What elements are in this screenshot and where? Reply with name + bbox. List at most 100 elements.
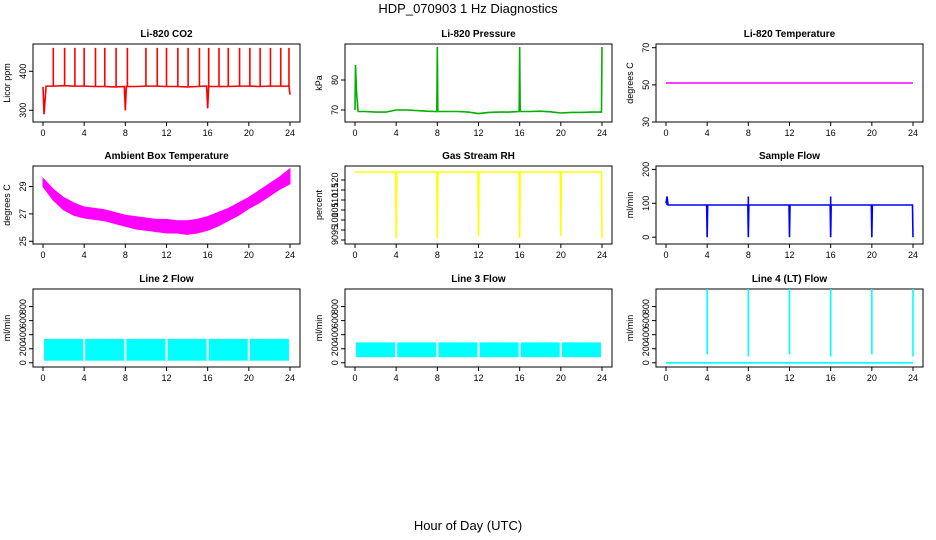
flow-segment xyxy=(44,338,84,361)
x-tick-label: 0 xyxy=(40,250,45,260)
x-tick-label: 0 xyxy=(352,373,357,383)
data-layer xyxy=(666,289,914,364)
y-tick-label: 0 xyxy=(18,360,28,365)
data-layer xyxy=(665,196,914,238)
figure-title: HDP_070903 1 Hz Diagnostics xyxy=(378,1,558,16)
panel-title: Line 2 Flow xyxy=(139,274,194,285)
x-tick-label: 20 xyxy=(867,128,877,138)
panel-title: Line 3 Flow xyxy=(451,274,506,285)
x-tick-label: 24 xyxy=(597,250,607,260)
flow-segment xyxy=(438,342,478,358)
y-tick-label: 110 xyxy=(330,193,340,207)
x-tick-label: 12 xyxy=(161,373,171,383)
x-tick-label: 24 xyxy=(908,250,918,260)
x-tick-label: 24 xyxy=(285,373,295,383)
x-tick-label: 20 xyxy=(244,250,254,260)
x-tick-label: 8 xyxy=(123,128,128,138)
y-tick-label: 30 xyxy=(641,117,651,127)
panel-title: Ambient Box Temperature xyxy=(104,151,229,162)
flow-segment xyxy=(479,342,519,358)
y-tick-label: 200 xyxy=(330,341,340,356)
x-tick-label: 16 xyxy=(826,128,836,138)
x-tick-label: 12 xyxy=(473,250,483,260)
x-tick-label: 4 xyxy=(82,128,87,138)
y-tick-label: 200 xyxy=(18,341,28,356)
panel-title: Gas Stream RH xyxy=(442,151,515,162)
y-tick-label: 200 xyxy=(641,341,651,356)
series-band xyxy=(42,167,291,235)
x-tick-label: 24 xyxy=(597,373,607,383)
x-tick-label: 12 xyxy=(784,250,794,260)
panel-4: Gas Stream RH percent 0 4 8 12 16 20 24 909510010… xyxy=(314,151,613,260)
x-tick-label: 8 xyxy=(746,373,751,383)
y-tick-label: 600 xyxy=(330,313,340,328)
x-tick-label: 4 xyxy=(705,128,710,138)
y-axis-label: percent xyxy=(314,189,324,220)
y-tick-label: 50 xyxy=(641,80,651,90)
x-tick-label: 16 xyxy=(203,373,213,383)
x-tick-label: 20 xyxy=(244,373,254,383)
x-tick-label: 16 xyxy=(515,128,525,138)
flow-segment xyxy=(126,338,166,361)
panel-3: Ambient Box Temperature degrees C 0 4 8 12 16 2… xyxy=(2,151,301,260)
flow-segment xyxy=(167,338,207,361)
y-tick-label: 100 xyxy=(641,196,651,211)
panel-0: Li-820 CO2 Licor ppm 0 4 8 12 16 20 24 300 400 xyxy=(2,29,301,138)
y-tick-label: 600 xyxy=(641,313,651,328)
x-tick-label: 8 xyxy=(435,128,440,138)
panel-1: Li-820 Pressure kPa 0 4 8 12 16 20 24 70 80 xyxy=(314,29,613,138)
y-axis-label: ml/min xyxy=(2,315,12,342)
panel-title: Li-820 Temperature xyxy=(744,29,836,40)
x-tick-label: 0 xyxy=(663,373,668,383)
x-tick-label: 0 xyxy=(663,128,668,138)
x-tick-label: 12 xyxy=(784,128,794,138)
y-axis-label: Licor ppm xyxy=(2,63,12,103)
x-tick-label: 24 xyxy=(597,128,607,138)
y-tick-label: 0 xyxy=(641,235,651,240)
y-axis-label: ml/min xyxy=(314,315,324,342)
x-tick-label: 12 xyxy=(161,128,171,138)
flow-segment xyxy=(208,338,248,361)
x-tick-label: 4 xyxy=(82,250,87,260)
y-tick-label: 400 xyxy=(641,327,651,342)
y-tick-label: 0 xyxy=(330,360,340,365)
figure-xlabel: Hour of Day (UTC) xyxy=(413,518,523,533)
x-tick-label: 24 xyxy=(285,250,295,260)
y-tick-label: 800 xyxy=(641,299,651,314)
x-tick-label: 8 xyxy=(123,250,128,260)
y-axis-label: degrees C xyxy=(2,184,12,226)
flow-segment xyxy=(356,342,396,358)
flow-segment xyxy=(561,342,601,358)
y-tick-label: 80 xyxy=(330,75,340,85)
y-tick-label: 800 xyxy=(18,299,28,314)
x-tick-label: 16 xyxy=(826,373,836,383)
x-tick-label: 12 xyxy=(161,250,171,260)
series-line xyxy=(665,196,914,238)
y-tick-label: 200 xyxy=(641,162,651,177)
panel-title: Sample Flow xyxy=(759,151,820,162)
x-tick-label: 24 xyxy=(908,373,918,383)
series-line xyxy=(354,46,603,115)
x-tick-label: 0 xyxy=(352,250,357,260)
y-tick-label: 105 xyxy=(330,202,340,217)
x-tick-label: 8 xyxy=(435,250,440,260)
y-tick-label: 115 xyxy=(330,183,340,197)
x-tick-label: 16 xyxy=(515,250,525,260)
y-tick-label: 600 xyxy=(18,313,28,328)
panel-7: Line 3 Flow ml/min 0 4 8 12 16 20 24 0 20040060080… xyxy=(314,274,613,383)
x-tick-label: 24 xyxy=(908,128,918,138)
x-tick-label: 4 xyxy=(705,250,710,260)
y-axis-label: kPa xyxy=(314,75,324,91)
flow-segment xyxy=(397,342,437,358)
x-tick-label: 4 xyxy=(82,373,87,383)
data-layer xyxy=(355,171,603,239)
x-tick-label: 4 xyxy=(394,128,399,138)
plot-frame xyxy=(344,43,613,123)
y-tick-label: 29 xyxy=(18,182,28,192)
x-tick-label: 0 xyxy=(40,128,45,138)
y-tick-label: 27 xyxy=(18,209,28,219)
x-tick-label: 16 xyxy=(515,373,525,383)
flow-segment xyxy=(249,338,289,361)
y-tick-label: 90 xyxy=(330,235,340,245)
data-layer xyxy=(44,338,289,361)
